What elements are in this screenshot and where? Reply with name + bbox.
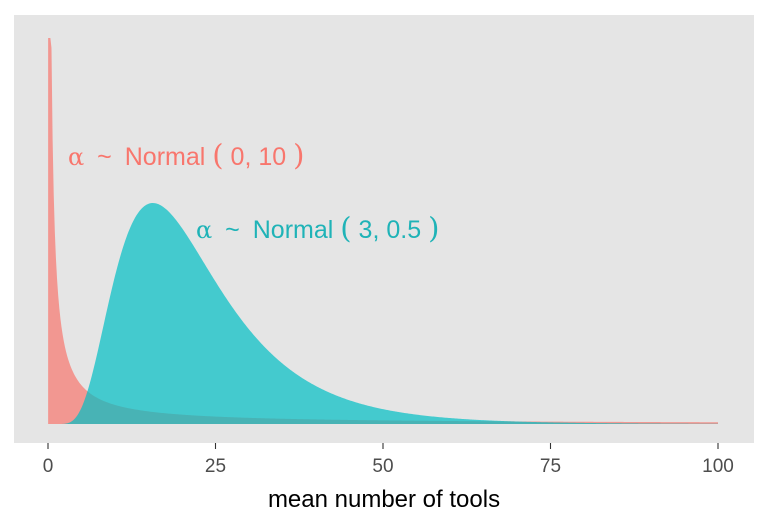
annotation-series-2: α ~ Normal ( 3, 0.5 ) (196, 211, 439, 245)
annotation-lparen: ( (212, 138, 223, 172)
x-axis-title: mean number of tools (268, 486, 500, 513)
annotation-dist-name: Normal (253, 216, 334, 244)
annotation-greek: α (68, 143, 84, 171)
annotation-series-1: α ~ Normal ( 0, 10 ) (68, 138, 304, 172)
x-tick-label: 100 (702, 456, 734, 477)
annotation-rparen: ) (428, 211, 439, 245)
annotation-rparen: ) (293, 138, 304, 172)
annotation-greek: α (196, 216, 212, 244)
x-tick-label: 75 (540, 456, 561, 477)
annotation-dist-name: Normal (125, 143, 206, 171)
annotation-tilde: ~ (97, 143, 112, 171)
annotation-lparen: ( (340, 211, 351, 245)
annotation-args: 0, 10 (231, 143, 287, 171)
x-tick-label: 0 (43, 456, 54, 477)
density-area-2 (48, 203, 718, 424)
annotation-tilde: ~ (225, 216, 240, 244)
x-tick-label: 50 (372, 456, 393, 477)
x-tick-label: 25 (205, 456, 226, 477)
annotation-args: 3, 0.5 (359, 216, 422, 244)
